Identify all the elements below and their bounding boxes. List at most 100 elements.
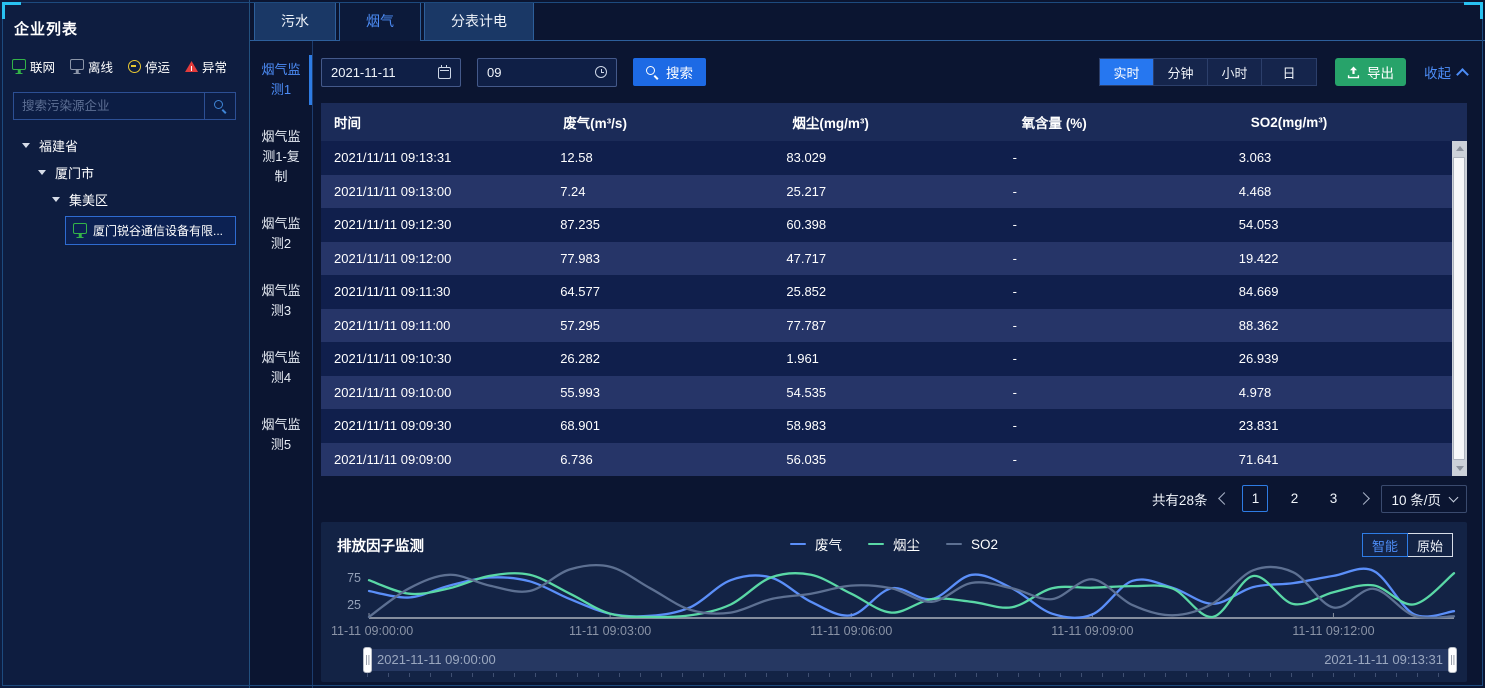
page-button-1[interactable]: 1 xyxy=(1242,485,1269,512)
tab-bar: 污水 烟气 分表计电 xyxy=(250,0,1485,41)
search-input[interactable] xyxy=(14,93,204,119)
tree-node-enterprise[interactable]: 厦门锐谷通信设备有限... xyxy=(65,216,236,245)
search-box[interactable] xyxy=(13,92,236,120)
scrollbar-thumb[interactable] xyxy=(1453,157,1465,460)
chart-legend: 废气 烟尘 SO2 xyxy=(789,534,999,554)
table-row[interactable]: 2021/11/11 09:13:31 12.58 83.029 - 3.063 xyxy=(321,141,1452,175)
collapse-label: 收起 xyxy=(1424,66,1451,81)
table-cell: - xyxy=(1012,451,1017,467)
subtab-monitor5[interactable]: 烟气监测5 xyxy=(261,417,301,452)
caret-down-icon[interactable] xyxy=(52,197,60,202)
svg-text:25: 25 xyxy=(347,598,361,612)
granularity-switch: 实时 分钟 小时 日 xyxy=(1099,58,1317,86)
data-table: 时间 废气(m³/s) 烟尘(mg/m³) 氧含量 (%) SO2(mg/m³)… xyxy=(321,103,1467,476)
main-content: 2021-11-11 09 搜索 实时 分钟 小时 日 xyxy=(313,41,1485,688)
chevron-up-icon xyxy=(1456,67,1469,81)
next-page-icon[interactable] xyxy=(1357,492,1371,505)
upload-icon xyxy=(1347,66,1360,78)
table-row[interactable]: 2021/11/11 09:10:00 55.993 54.535 - 4.978 xyxy=(321,375,1452,409)
table-cell: 83.029 xyxy=(786,150,827,166)
online-monitor-icon xyxy=(12,59,26,70)
tab-wastewater[interactable]: 污水 xyxy=(254,2,336,40)
table-cell: 2021/11/11 09:09:00 xyxy=(334,451,452,467)
search-icon-button[interactable] xyxy=(204,93,235,119)
date-picker[interactable]: 2021-11-11 xyxy=(321,57,461,87)
table-row[interactable]: 2021/11/11 09:09:00 6.736 56.035 - 71.641 xyxy=(321,442,1452,476)
table-cell: 57.295 xyxy=(560,317,600,333)
subtab-monitor1[interactable]: 烟气监测1 xyxy=(250,55,312,105)
legend-so2-label: SO2 xyxy=(970,536,999,552)
caret-down-icon[interactable] xyxy=(38,170,46,175)
table-cell: 88.362 xyxy=(1238,317,1279,333)
granularity-realtime[interactable]: 实时 xyxy=(1100,59,1154,85)
export-button[interactable]: 导出 xyxy=(1335,58,1406,86)
table-cell: 26.282 xyxy=(560,351,600,367)
enterprise-sidebar: 企业列表 联网 离线 停运 异常 福建省 xyxy=(0,0,250,688)
tree-city-label: 厦门市 xyxy=(55,166,95,181)
legend-smoke-dust[interactable]: 烟尘 xyxy=(867,534,920,554)
subtab-monitor4[interactable]: 烟气监测4 xyxy=(261,350,301,385)
subtab-monitor1-copy[interactable]: 烟气监测1-复制 xyxy=(261,129,301,184)
tab-meter-power[interactable]: 分表计电 xyxy=(424,2,534,40)
emission-chart-card: 排放因子监测 废气 烟尘 SO2 智能 xyxy=(321,522,1467,682)
tree-province-label: 福建省 xyxy=(39,139,79,154)
table-scrollbar[interactable] xyxy=(1452,141,1467,476)
table-row[interactable]: 2021/11/11 09:13:00 7.24 25.217 - 4.468 xyxy=(321,174,1452,208)
hour-picker[interactable]: 09 xyxy=(477,57,617,87)
smart-mode-button[interactable]: 智能 xyxy=(1361,533,1408,557)
page-button-2[interactable]: 2 xyxy=(1290,491,1299,506)
prev-page-icon[interactable] xyxy=(1218,492,1232,505)
table-cell: 87.235 xyxy=(560,217,600,233)
table-cell: - xyxy=(1012,317,1017,333)
table-row[interactable]: 2021/11/11 09:12:30 87.235 60.398 - 54.053 xyxy=(321,208,1452,242)
calendar-icon xyxy=(438,65,451,79)
scroll-down-button[interactable] xyxy=(1452,461,1467,476)
legend-waste-gas[interactable]: 废气 xyxy=(789,534,842,554)
svg-text:11-11 09:03:00: 11-11 09:03:00 xyxy=(569,624,651,638)
page-size-select[interactable]: 10 条/页 xyxy=(1381,484,1467,513)
granularity-day[interactable]: 日 xyxy=(1262,59,1316,85)
table-row[interactable]: 2021/11/11 09:10:30 26.282 1.961 - 26.939 xyxy=(321,342,1452,376)
table-row[interactable]: 2021/11/11 09:11:00 57.295 77.787 - 88.362 xyxy=(321,308,1452,342)
table-cell: 54.535 xyxy=(786,384,827,400)
page-button-3[interactable]: 3 xyxy=(1329,491,1338,506)
chart-title: 排放因子监测 xyxy=(337,538,424,555)
granularity-hour[interactable]: 小时 xyxy=(1208,59,1262,85)
legend-stopped: 停运 xyxy=(128,57,170,76)
table-cell: 2021/11/11 09:10:30 xyxy=(334,351,452,367)
legend-so2[interactable]: SO2 xyxy=(945,536,999,552)
tree-node-province[interactable]: 福建省 xyxy=(0,132,249,159)
line-chart[interactable]: 75 25 11-11 09:00:00 11-11 09:03:00 11-11 09… xyxy=(329,552,1469,648)
time-range-slider[interactable]: 2021-11-11 09:00:00 2021-11-11 09:13:31 xyxy=(363,647,1457,673)
tree-node-district[interactable]: 集美区 xyxy=(0,186,249,213)
table-cell: - xyxy=(1012,384,1017,400)
slider-left-handle[interactable] xyxy=(363,647,372,673)
collapse-toggle[interactable]: 收起 xyxy=(1424,62,1469,82)
slider-ticks xyxy=(367,673,1453,677)
table-body: 2021/11/11 09:13:31 12.58 83.029-3.063 2021… xyxy=(321,141,1467,476)
clock-icon xyxy=(595,66,607,78)
legend-online-label: 联网 xyxy=(30,61,56,75)
hour-value: 09 xyxy=(487,64,502,80)
table-cell: 2021/11/11 09:12:00 xyxy=(334,250,452,266)
table-row[interactable]: 2021/11/11 09:12:00 77.983 47.717 - 19.422 xyxy=(321,241,1452,275)
tab-fluegas[interactable]: 烟气 xyxy=(339,2,421,41)
subtab-monitor2[interactable]: 烟气监测2 xyxy=(261,216,301,251)
subtab-monitor3[interactable]: 烟气监测3 xyxy=(261,283,301,318)
export-button-label: 导出 xyxy=(1367,66,1394,81)
search-icon xyxy=(646,66,658,78)
table-cell: - xyxy=(1012,250,1017,266)
table-cell: 71.641 xyxy=(1238,451,1279,467)
monitor-point-tabs: 烟气监测1 烟气监测1-复制 烟气监测2 烟气监测3 烟气监测4 烟气监测5 xyxy=(250,41,313,688)
table-cell: 2021/11/11 09:13:31 xyxy=(334,150,452,166)
granularity-minute[interactable]: 分钟 xyxy=(1154,59,1208,85)
search-button[interactable]: 搜索 xyxy=(633,58,706,86)
caret-down-icon[interactable] xyxy=(22,143,30,148)
tree-node-city[interactable]: 厦门市 xyxy=(0,159,249,186)
legend-offline: 离线 xyxy=(70,57,113,76)
scroll-up-button[interactable] xyxy=(1452,141,1467,156)
table-row[interactable]: 2021/11/11 09:09:30 68.901 58.983 - 23.831 xyxy=(321,409,1452,443)
table-row[interactable]: 2021/11/11 09:11:30 64.577 25.852 - 84.669 xyxy=(321,275,1452,309)
table-cell: 56.035 xyxy=(786,451,827,467)
slider-right-handle[interactable] xyxy=(1448,647,1457,673)
